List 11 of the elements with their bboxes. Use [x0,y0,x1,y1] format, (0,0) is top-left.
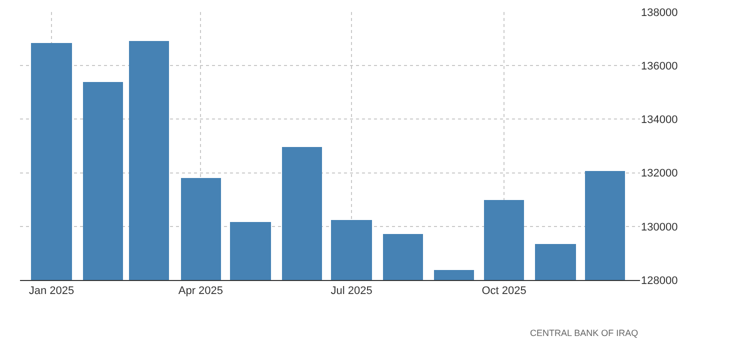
x-tick-label: Oct 2025 [482,285,526,298]
y-tick-label: 138000 [641,6,678,19]
x-tick-label: Jan 2025 [28,285,74,298]
y-tick-label: 134000 [641,114,678,126]
y-tick-label: 136000 [641,60,678,72]
y-tick-label: 130000 [641,221,678,234]
y-tick-label: 132000 [641,168,678,180]
x-tick-label: Jul 2025 [330,285,372,298]
text: CENTRAL BANK OF IRAQ [530,328,638,338]
y-tick-label: 128000 [641,274,678,287]
x-tick-label: Apr 2025 [178,285,224,298]
